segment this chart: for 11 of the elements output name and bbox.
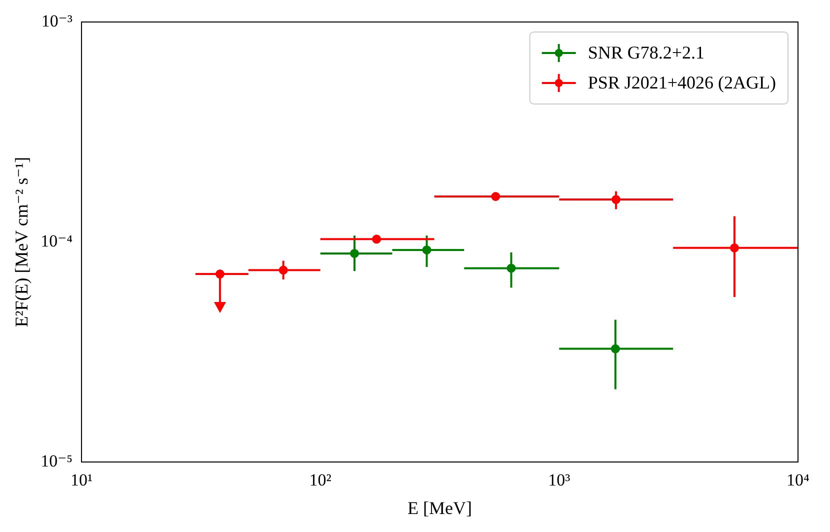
y-axis-title: E²F(E) [MeV cm⁻² s⁻¹]	[12, 156, 32, 328]
legend-label: PSR J2021+4026 (2AGL)	[588, 72, 776, 93]
y-tick-label: 10⁻⁴	[40, 231, 73, 250]
x-axis-title: E [MeV]	[408, 498, 472, 518]
legend-label: SNR G78.2+2.1	[588, 42, 705, 63]
y-tick-label: 10⁻³	[41, 11, 72, 30]
x-tick-label: 10¹	[70, 470, 93, 490]
x-tick-label: 10³	[548, 470, 570, 490]
x-tick-label: 10²	[309, 470, 332, 490]
y-tick-label: 10⁻⁵	[40, 451, 73, 470]
x-tick-label: 10⁴	[786, 470, 810, 490]
